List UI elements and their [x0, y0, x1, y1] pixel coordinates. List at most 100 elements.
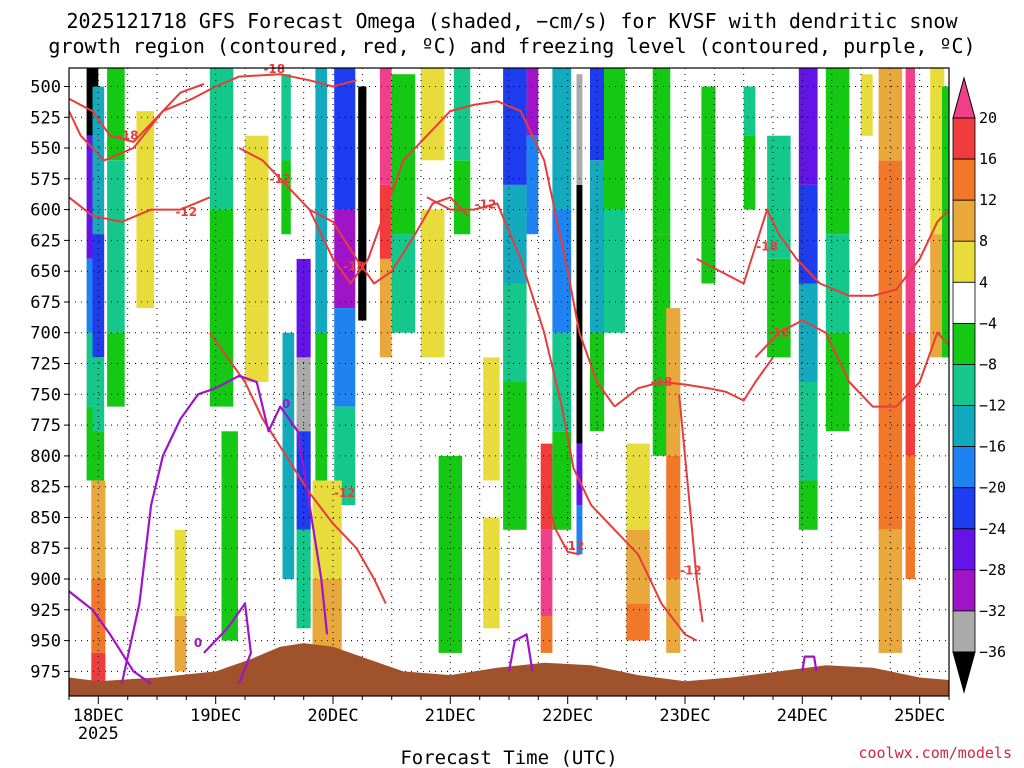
- dgz-contour-label-9: -12: [680, 563, 702, 577]
- colorbar-label-12: −32: [979, 602, 1006, 620]
- omega-cell-38-0: [878, 68, 903, 161]
- colorbar-label-2: 12: [979, 191, 997, 209]
- colorbar-label-4: 4: [979, 273, 988, 291]
- freezing-contour-line-3: [507, 633, 534, 672]
- omega-cell-39-1: [905, 332, 915, 456]
- freezing-contour-label-0: 0: [282, 397, 290, 411]
- x-tick-label-6: 24DEC: [777, 706, 828, 726]
- omega-cell-14-0: [358, 86, 367, 321]
- y-tick-label-5: 625: [30, 231, 61, 251]
- colorbar-bin-3: [952, 199, 976, 242]
- omega-cell-32-0: [701, 86, 716, 136]
- omega-cell-34-0: [767, 135, 791, 259]
- omega-cell-31-1: [666, 455, 681, 579]
- omega-cell-0-0: [86, 68, 99, 136]
- omega-cell-39-2: [905, 455, 915, 579]
- omega-cell-4-0: [136, 111, 155, 210]
- y-tick-label-11: 775: [30, 416, 61, 436]
- x-tick-label-5: 23DEC: [659, 706, 710, 726]
- y-tick-label-0: 500: [30, 78, 61, 98]
- dgz-contour-line-11: [754, 319, 949, 408]
- omega-cell-35-0: [798, 68, 818, 185]
- y-tick-label-16: 900: [30, 570, 61, 590]
- omega-cell-9-0: [281, 74, 291, 161]
- y-tick-label-7: 675: [30, 293, 61, 313]
- omega-cell-8-0: [245, 135, 269, 309]
- x-year-label: 2025: [78, 724, 119, 744]
- omega-cell-40-0: [930, 68, 945, 235]
- omega-cell-25-0: [552, 68, 572, 210]
- omega-cell-25-2: [552, 332, 572, 432]
- omega-cell-25-3: [552, 431, 572, 530]
- omega-cell-15-1: [312, 579, 342, 653]
- x-tick-label-2: 20DEC: [307, 706, 358, 726]
- omega-cell-6-1: [209, 209, 234, 407]
- omega-cell-30-0: [652, 68, 671, 235]
- colorbar-bin-1: [952, 117, 976, 160]
- y-tick-label-19: 975: [30, 662, 61, 682]
- colorbar-bin-12: [952, 569, 976, 612]
- omega-cell-32-1: [701, 135, 716, 284]
- omega-cell-30-1: [652, 234, 671, 456]
- freezing-contour-label-1: 0: [194, 636, 202, 650]
- omega-cell-16-0: [379, 68, 392, 185]
- omega-cell-15-0: [312, 480, 342, 579]
- omega-cell-13-0: [334, 68, 356, 210]
- omega-cell-1-2: [92, 357, 105, 432]
- omega-cell-27-0: [590, 68, 605, 161]
- dgz-contour-line-7: [543, 492, 580, 556]
- omega-cell-2-1: [107, 160, 125, 333]
- omega-cell-33-0: [743, 86, 756, 136]
- credit-text: coolwx.com/models: [858, 744, 1012, 762]
- y-tick-label-18: 950: [30, 632, 61, 652]
- omega-cell-26-1: [576, 185, 583, 444]
- omega-cell-18-0: [421, 68, 445, 161]
- y-axis: 500 525 550 575 600 625 650 675 700 725 750 775 800 8…: [30, 78, 69, 682]
- omega-cell-20-1: [453, 160, 471, 235]
- omega-cell-11-0: [282, 332, 295, 579]
- colorbar-label-9: −20: [979, 479, 1006, 497]
- omega-cell-16-1: [379, 185, 392, 259]
- y-tick-label-3: 575: [30, 170, 61, 190]
- colorbar-top-arrow: [952, 76, 976, 119]
- omega-cell-3-1: [91, 579, 106, 653]
- dgz-contour-line-10: [696, 208, 949, 297]
- omega-cell-27-1: [590, 160, 605, 333]
- dgz-contour-line-8: [613, 356, 774, 408]
- dgz-contour-line-5: [426, 196, 698, 642]
- dgz-contour-line-6: [208, 332, 387, 605]
- y-tick-label-13: 825: [30, 478, 61, 498]
- omega-cell-16-2: [379, 258, 392, 358]
- omega-cell-10-2: [296, 431, 311, 530]
- colorbar-label-11: −28: [979, 561, 1006, 579]
- omega-cell-38-1: [878, 160, 903, 333]
- y-tick-label-10: 750: [30, 385, 61, 405]
- omega-cell-24-2: [540, 616, 553, 653]
- omega-cell-7-0: [221, 431, 238, 641]
- omega-cell-26-0: [576, 74, 583, 185]
- plot-area: -18 -12 -18 -12 -18 -12 -12 -12 -18 -12 -18 -12 0 0: [68, 62, 950, 697]
- omega-cell-31-0: [666, 308, 681, 456]
- dgz-contour-label-8: -18: [651, 375, 673, 389]
- omega-cell-28-0: [604, 68, 626, 210]
- colorbar-label-10: −24: [979, 520, 1006, 538]
- y-tick-label-8: 700: [30, 324, 61, 344]
- omega-cell-29-1: [626, 529, 650, 604]
- dgz-contour-line-0: [69, 73, 357, 162]
- contours: -18 -12 -18 -12 -18 -12 -12 -12 -18 -12 -18 -12 0 0: [69, 62, 949, 685]
- freezing-contour-line-4: [801, 655, 818, 672]
- colorbar-label-7: −12: [979, 397, 1006, 415]
- omega-cell-35-4: [798, 480, 818, 530]
- colorbar-bin-2: [952, 158, 976, 201]
- dgz-contour-line-2: [69, 83, 205, 143]
- colorbar-bin-13: [952, 610, 976, 653]
- dgz-contour-label-2: -18: [117, 129, 139, 143]
- colorbar-bin-9: [952, 446, 976, 489]
- omega-cell-2-2: [107, 332, 125, 407]
- omega-cell-22-0: [503, 68, 527, 185]
- omega-cell-31-2: [666, 579, 681, 653]
- dgz-contour-label-3: -12: [175, 205, 197, 219]
- dgz-contour-label-1: -12: [269, 172, 291, 186]
- colorbar-bottom-arrow: [952, 651, 976, 694]
- omega-cell-21-1: [483, 517, 500, 629]
